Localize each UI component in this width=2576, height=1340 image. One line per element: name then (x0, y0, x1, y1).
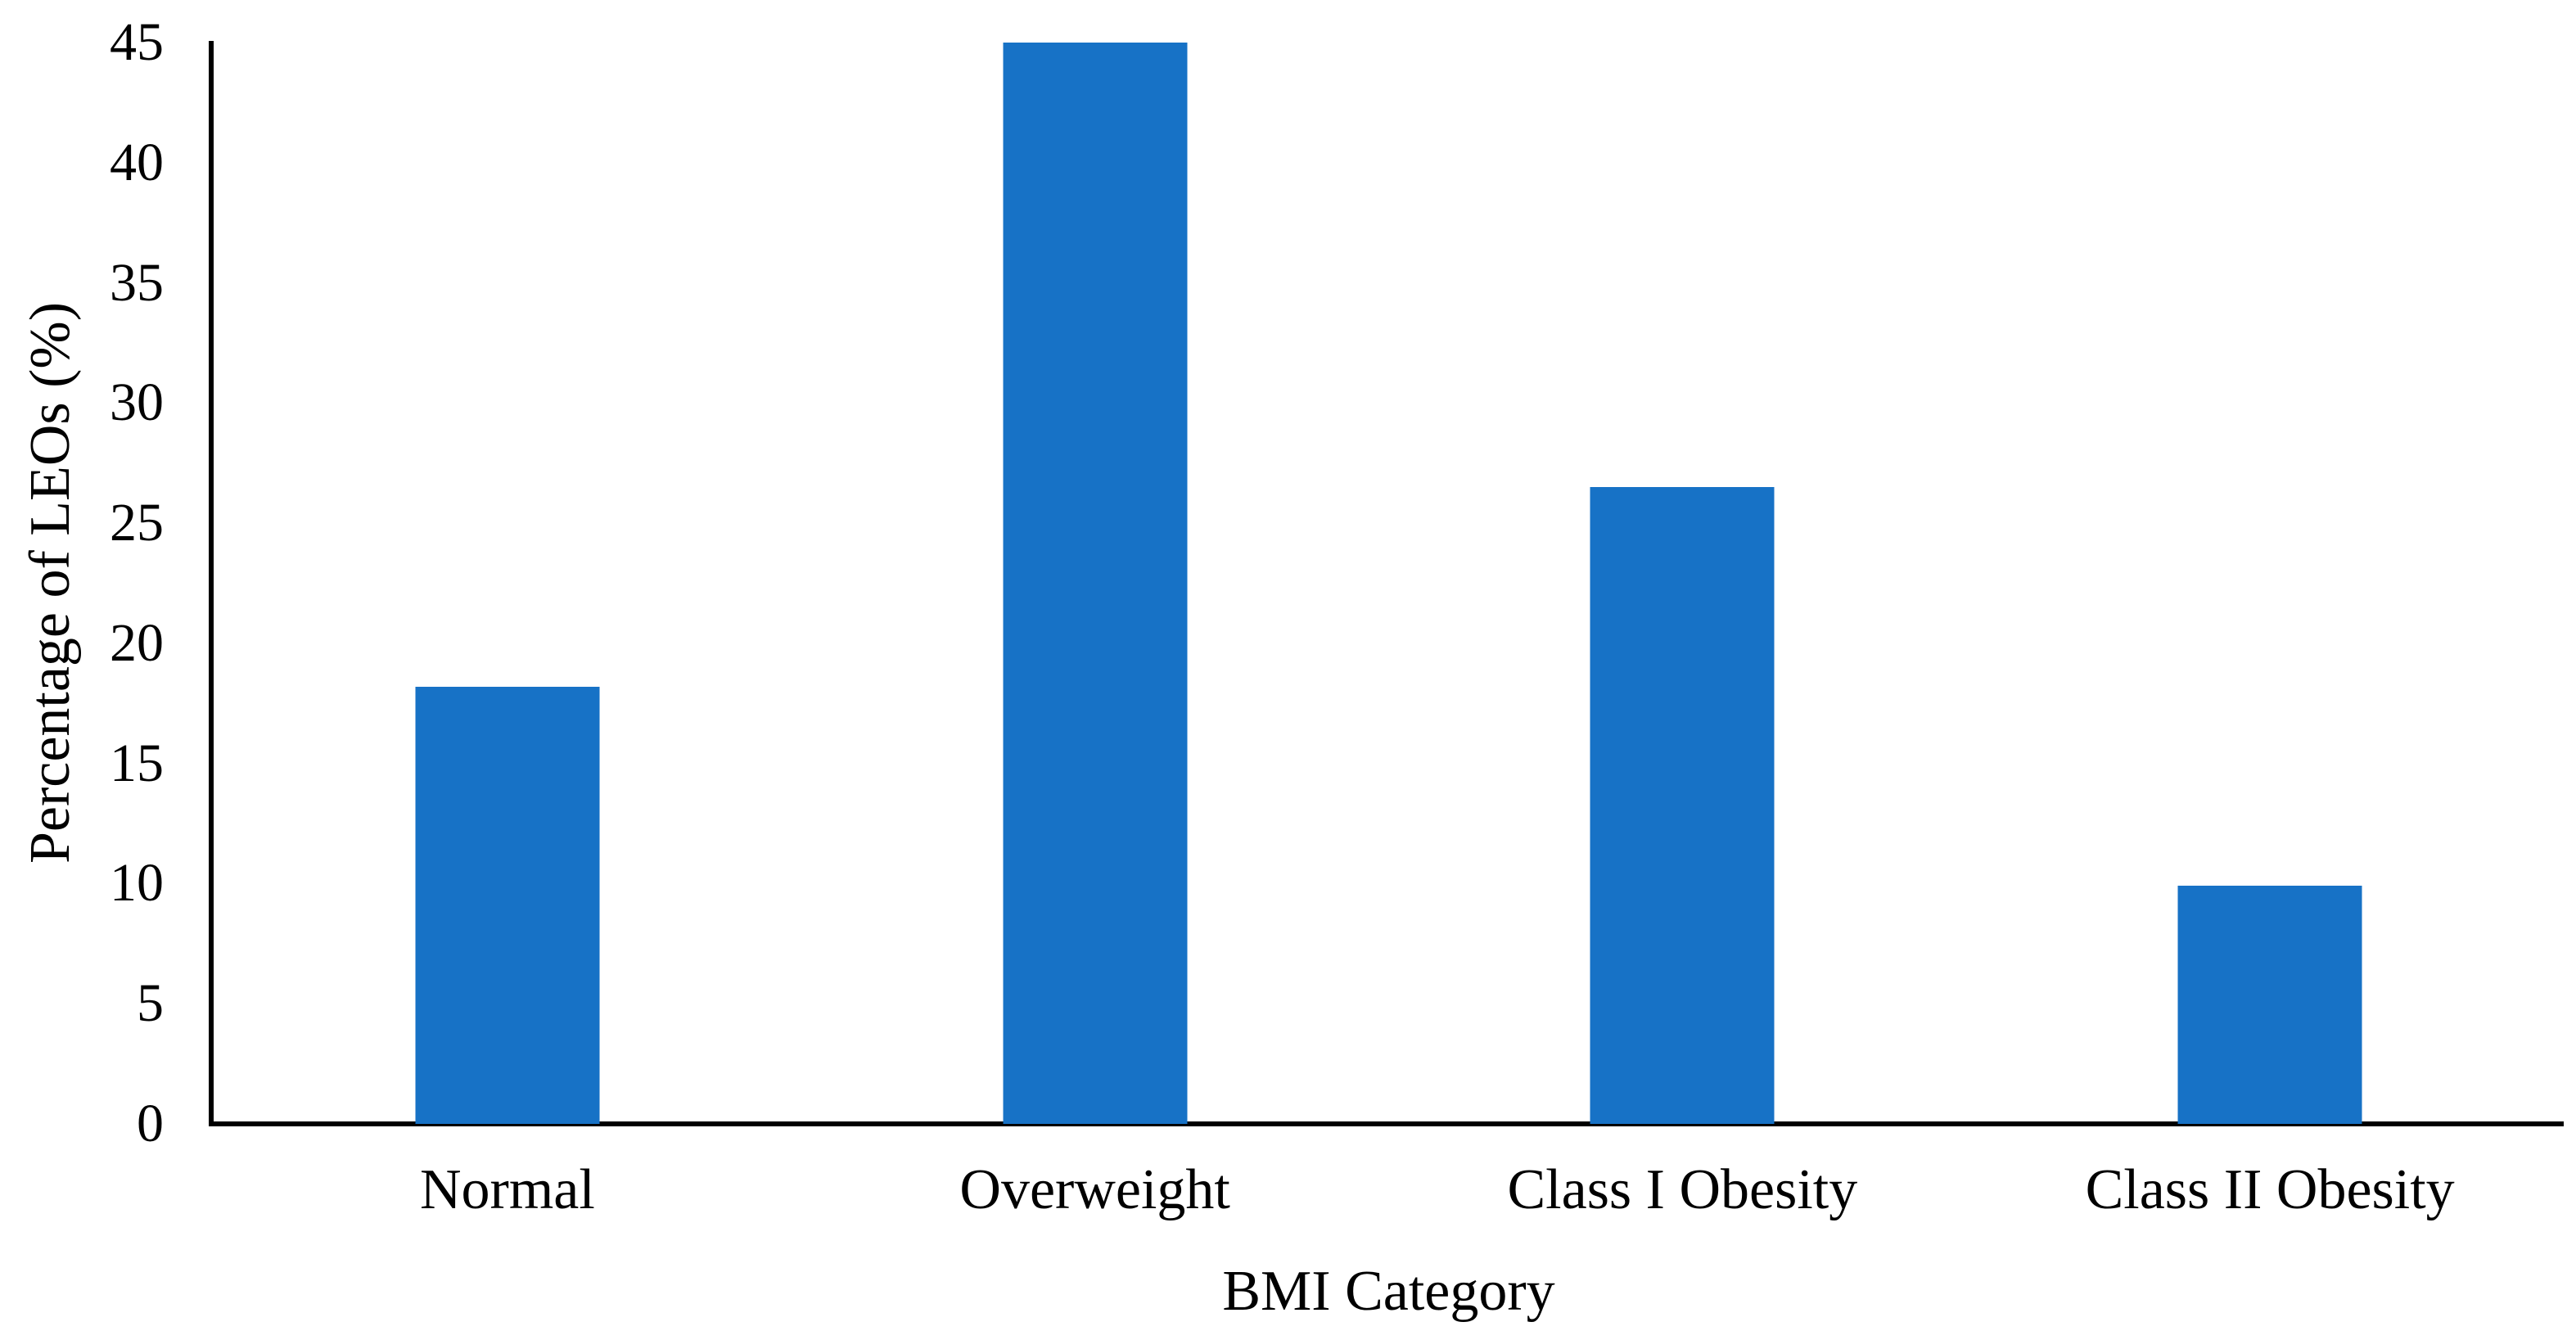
x-category-label: Class II Obesity (2085, 1158, 2455, 1221)
y-tick-label: 5 (137, 973, 164, 1034)
bar-overweight (1003, 43, 1188, 1124)
bar-class-ii-obesity (2177, 886, 2362, 1124)
x-axis-line (209, 1121, 2564, 1126)
y-tick-label: 15 (110, 733, 164, 793)
plot-area (214, 43, 2564, 1124)
y-tick-label: 35 (110, 252, 164, 313)
bar-series (214, 43, 2564, 1124)
y-axis-tick-labels: 0 5 10 15 20 25 30 35 40 45 (0, 0, 164, 1340)
y-tick-label: 20 (110, 612, 164, 673)
bar-class-i-obesity (1590, 487, 1775, 1124)
y-tick-label: 30 (110, 372, 164, 433)
y-tick-label: 10 (110, 853, 164, 914)
y-tick-label: 0 (137, 1094, 164, 1153)
bar-slot (1389, 43, 1977, 1124)
bar-slot (1976, 43, 2564, 1124)
y-tick-label: 45 (110, 12, 164, 72)
y-tick-label: 25 (110, 493, 164, 553)
bar-normal (415, 686, 600, 1124)
bar-slot (801, 43, 1389, 1124)
x-category-label: Class I Obesity (1507, 1158, 1858, 1221)
x-category-label: Overweight (959, 1158, 1230, 1221)
x-axis-title: BMI Category (1222, 1260, 1555, 1323)
y-axis-line (209, 41, 214, 1126)
x-axis-category-labels: Normal Overweight Class I Obesity Class II … (214, 1156, 2564, 1225)
bar-slot (214, 43, 801, 1124)
y-tick-label: 40 (110, 132, 164, 192)
x-category-label: Normal (419, 1158, 595, 1221)
